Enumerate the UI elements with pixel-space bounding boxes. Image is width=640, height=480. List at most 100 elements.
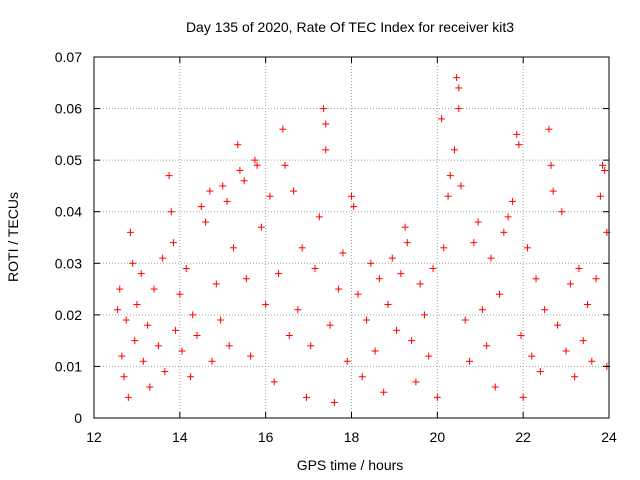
data-point bbox=[451, 146, 458, 154]
data-point bbox=[208, 357, 216, 365]
data-point bbox=[519, 393, 527, 401]
y-axis-title: ROTI / TECUs bbox=[5, 192, 21, 282]
data-point bbox=[122, 316, 130, 324]
data-point bbox=[120, 373, 128, 381]
data-point bbox=[438, 115, 446, 123]
data-point bbox=[545, 125, 553, 133]
data-point bbox=[270, 378, 278, 386]
data-point bbox=[146, 383, 154, 391]
data-point bbox=[487, 254, 495, 262]
data-point bbox=[393, 326, 401, 334]
data-point bbox=[118, 352, 126, 360]
data-point bbox=[159, 254, 167, 262]
data-point bbox=[412, 378, 420, 386]
data-point bbox=[408, 337, 416, 345]
x-tick-label: 22 bbox=[515, 429, 531, 445]
data-point bbox=[420, 311, 428, 319]
data-point bbox=[242, 275, 250, 283]
data-point bbox=[513, 130, 521, 138]
x-tick-label: 20 bbox=[430, 429, 446, 445]
x-tick-label: 18 bbox=[344, 429, 360, 445]
data-point bbox=[154, 342, 162, 350]
data-point bbox=[380, 388, 388, 396]
y-tick-label: 0 bbox=[74, 410, 82, 426]
data-point bbox=[326, 321, 334, 329]
data-point bbox=[234, 141, 242, 149]
data-point bbox=[133, 301, 141, 309]
data-point bbox=[554, 321, 561, 329]
data-point bbox=[257, 223, 265, 231]
data-point bbox=[363, 316, 371, 324]
data-point bbox=[515, 141, 523, 149]
y-tick-label: 0.05 bbox=[55, 152, 82, 168]
data-point bbox=[466, 357, 474, 365]
data-point bbox=[549, 187, 557, 195]
data-point bbox=[279, 125, 287, 133]
data-point bbox=[281, 161, 289, 169]
data-point bbox=[197, 203, 205, 211]
data-point bbox=[144, 321, 152, 329]
data-point bbox=[500, 228, 508, 236]
data-point bbox=[225, 342, 233, 350]
data-point bbox=[474, 218, 482, 226]
data-point bbox=[455, 84, 463, 92]
data-point bbox=[517, 331, 525, 339]
data-point bbox=[251, 156, 259, 164]
y-tick-label: 0.02 bbox=[55, 307, 82, 323]
data-point bbox=[350, 203, 358, 211]
data-point bbox=[322, 146, 330, 154]
data-point bbox=[358, 373, 366, 381]
data-point bbox=[219, 182, 227, 190]
data-point bbox=[558, 208, 566, 216]
data-point bbox=[429, 264, 437, 272]
data-point bbox=[416, 280, 424, 288]
data-point bbox=[320, 105, 328, 113]
data-point bbox=[182, 264, 190, 272]
data-point bbox=[298, 244, 306, 252]
data-point bbox=[536, 368, 544, 376]
data-point bbox=[599, 161, 607, 169]
data-point bbox=[547, 161, 555, 169]
data-point bbox=[137, 270, 145, 278]
data-point bbox=[455, 105, 463, 113]
data-point bbox=[339, 249, 347, 257]
data-point bbox=[161, 368, 169, 376]
data-point bbox=[294, 306, 302, 314]
data-point bbox=[496, 290, 504, 298]
data-point bbox=[176, 290, 184, 298]
data-point bbox=[139, 357, 147, 365]
data-point bbox=[315, 213, 323, 221]
x-tick-label: 24 bbox=[601, 429, 617, 445]
data-point bbox=[240, 177, 248, 185]
y-tick-label: 0.03 bbox=[55, 255, 82, 271]
data-point bbox=[461, 316, 469, 324]
data-point bbox=[367, 259, 375, 267]
data-point bbox=[322, 120, 330, 128]
data-point bbox=[253, 161, 261, 169]
data-point bbox=[440, 244, 448, 252]
data-point bbox=[206, 187, 214, 195]
data-point bbox=[425, 352, 433, 360]
y-tick-label: 0.06 bbox=[55, 101, 82, 117]
data-point bbox=[592, 275, 600, 283]
data-point bbox=[236, 166, 244, 174]
data-point bbox=[330, 399, 338, 407]
x-tick-label: 16 bbox=[258, 429, 274, 445]
data-point bbox=[285, 331, 293, 339]
data-point bbox=[229, 244, 237, 252]
data-point bbox=[371, 347, 379, 355]
chart-title: Day 135 of 2020, Rate Of TEC Index for r… bbox=[186, 19, 514, 35]
data-point bbox=[262, 301, 270, 309]
data-point bbox=[601, 166, 609, 174]
data-point bbox=[307, 342, 315, 350]
data-point bbox=[275, 270, 283, 278]
x-axis-title: GPS time / hours bbox=[297, 457, 404, 473]
data-point bbox=[401, 223, 409, 231]
data-point bbox=[189, 311, 197, 319]
data-point bbox=[202, 218, 210, 226]
data-point bbox=[541, 306, 549, 314]
data-point bbox=[187, 373, 195, 381]
data-point bbox=[528, 352, 536, 360]
